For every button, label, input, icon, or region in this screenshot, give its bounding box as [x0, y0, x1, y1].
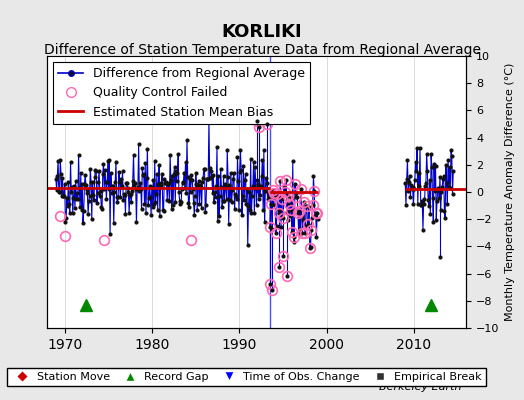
Y-axis label: Monthly Temperature Anomaly Difference (°C): Monthly Temperature Anomaly Difference (… [505, 63, 515, 321]
Text: KORLIKI: KORLIKI [222, 23, 302, 41]
Text: Berkeley Earth: Berkeley Earth [379, 382, 461, 392]
Legend: Station Move, Record Gap, Time of Obs. Change, Empirical Break: Station Move, Record Gap, Time of Obs. C… [6, 368, 486, 386]
Text: Difference of Station Temperature Data from Regional Average: Difference of Station Temperature Data f… [43, 43, 481, 57]
Legend: Difference from Regional Average, Quality Control Failed, Estimated Station Mean: Difference from Regional Average, Qualit… [53, 62, 310, 124]
